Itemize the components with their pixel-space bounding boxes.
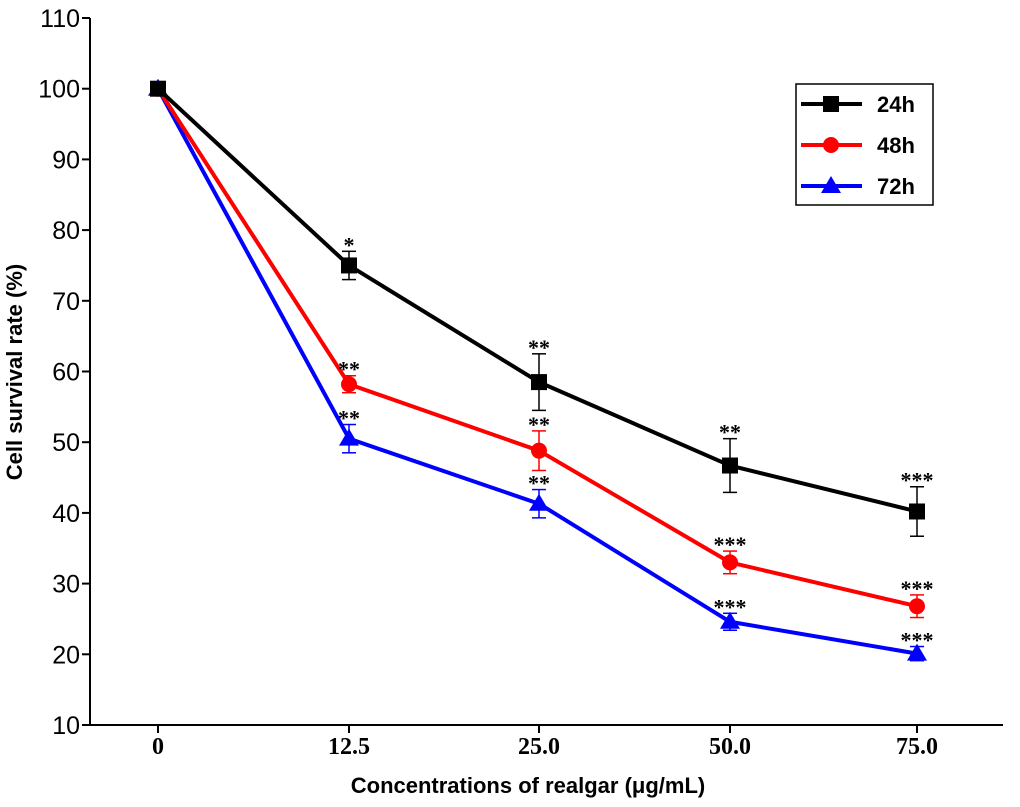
y-tick-label: 20 [52, 641, 80, 669]
significance-label: ** [338, 357, 360, 382]
y-tick-label: 90 [52, 146, 80, 174]
x-tick-label: 75.0 [896, 734, 938, 760]
significance-label: * [344, 232, 355, 257]
legend-label: 72h [877, 174, 915, 199]
significance-label: ** [719, 420, 741, 445]
legend-marker [823, 137, 839, 153]
y-tick-label: 100 [38, 76, 80, 104]
data-point [341, 376, 357, 393]
legend: 24h 48h 72h [795, 83, 934, 206]
data-point [341, 257, 357, 274]
significance-label: *** [714, 532, 747, 557]
data-point [531, 374, 547, 391]
x-axis-label: Concentrations of realgar (μg/mL) [351, 773, 706, 798]
plot-area: **************************** [148, 78, 934, 662]
x-tick-label: 25.0 [518, 734, 560, 760]
data-point [339, 428, 359, 446]
x-tick-label: 0 [152, 734, 164, 760]
y-tick-label: 10 [52, 712, 80, 740]
data-point [722, 554, 738, 571]
significance-label: ** [338, 406, 360, 431]
legend-marker [823, 96, 839, 112]
y-tick-label: 60 [52, 359, 80, 387]
data-point [531, 442, 547, 459]
data-point [909, 503, 925, 520]
y-tick-label: 30 [52, 571, 80, 599]
legend-label: 24h [877, 92, 915, 117]
y-ticks: 10 20 30 40 50 60 70 80 90 100 110 [38, 5, 90, 740]
significance-label: ** [528, 471, 550, 496]
y-tick-label: 80 [52, 217, 80, 245]
data-point [529, 493, 549, 511]
data-point [909, 598, 925, 615]
series-72h [148, 78, 927, 662]
significance-label: ** [528, 335, 550, 360]
legend-marker [821, 176, 841, 193]
x-tick-label: 50.0 [709, 734, 751, 760]
x-tick-label: 12.5 [328, 734, 370, 760]
legend-label: 48h [877, 133, 915, 158]
y-axis-label: Cell survival rate (%) [2, 264, 27, 480]
significance-label: ** [528, 412, 550, 437]
data-point [907, 643, 927, 661]
x-ticks: 0 12.5 25.0 50.0 75.0 [152, 725, 938, 760]
y-tick-label: 110 [40, 5, 80, 33]
y-tick-label: 70 [52, 288, 80, 316]
significance-label: *** [901, 628, 934, 653]
significance-label: *** [901, 468, 934, 493]
significance-label: *** [714, 594, 747, 619]
data-point [722, 457, 738, 474]
significance-label: *** [901, 576, 934, 601]
data-point [720, 611, 740, 629]
y-tick-label: 50 [52, 429, 80, 457]
data-point [150, 80, 166, 97]
series-24h [150, 80, 925, 537]
y-tick-label: 40 [52, 500, 80, 528]
